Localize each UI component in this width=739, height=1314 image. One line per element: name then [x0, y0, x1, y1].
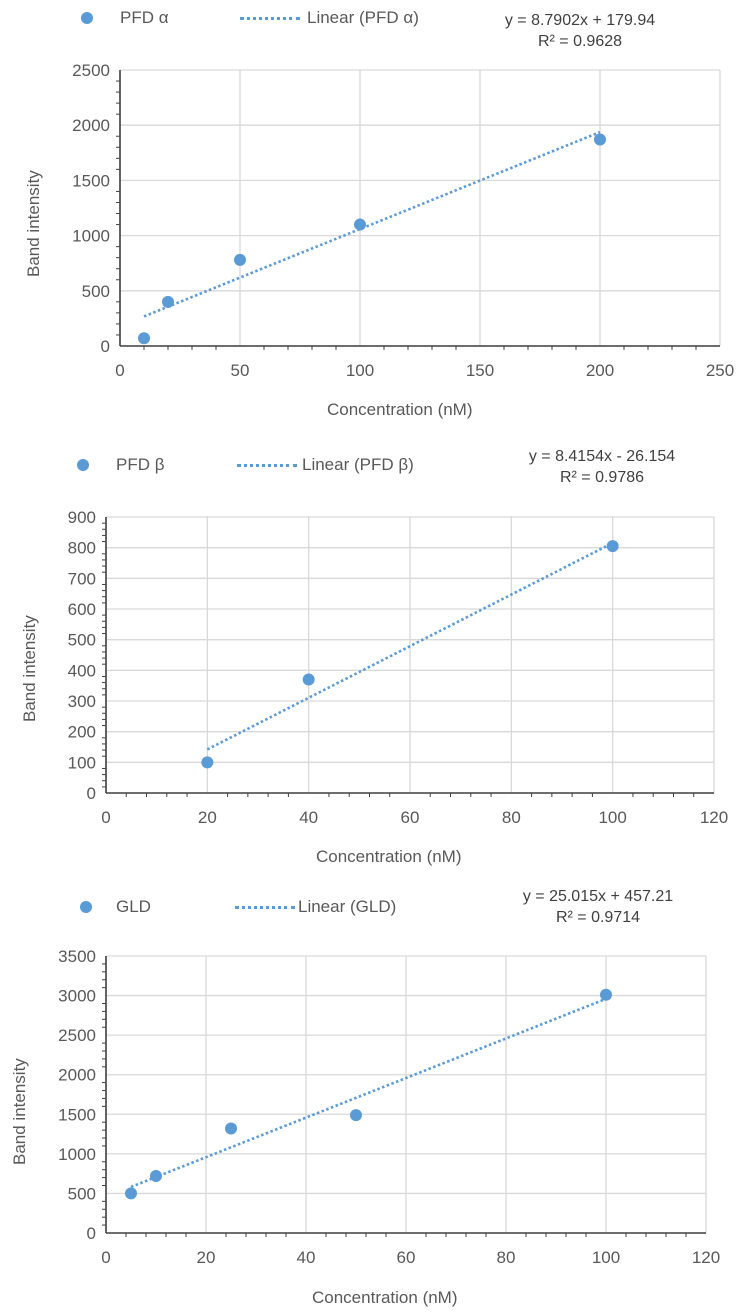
- y-tick-label: 500: [68, 631, 96, 650]
- x-tick-label: 100: [346, 361, 374, 380]
- chart-panel-pfd-beta: PFD β Linear (PFD β) y = 8.4154x - 26.15…: [0, 430, 739, 870]
- x-tick-label: 100: [598, 808, 626, 827]
- y-tick-label: 800: [68, 539, 96, 558]
- legend-trendline-marker: [240, 17, 300, 20]
- x-tick-label: 60: [397, 1248, 416, 1267]
- legend-trendline-marker: [235, 906, 295, 909]
- r-squared-text: R² = 0.9714: [555, 909, 641, 926]
- x-axis-title: Concentration (nM): [312, 1288, 458, 1307]
- scatter-plot: 0 500 1000 1500 2000 2500 0 50 100 150 200 250: [72, 61, 734, 380]
- y-tick-label: 700: [68, 569, 96, 588]
- trendline: [130, 997, 607, 1189]
- trendline-equation: y = 8.4154x - 26.154 R² = 0.9786: [502, 446, 702, 488]
- y-tick-label: 3500: [58, 947, 96, 966]
- y-axis-title: Band intensity: [20, 615, 39, 722]
- x-tick-label: 150: [466, 361, 494, 380]
- x-tick-label: 20: [198, 808, 217, 827]
- x-tick-label: 40: [299, 808, 318, 827]
- data-point: [225, 1122, 237, 1135]
- y-tick-label: 0: [87, 1224, 96, 1243]
- scatter-plot: 0 500 1000 1500 2000 2500 3000 3500 0 20 40 60 80 100…: [58, 947, 720, 1267]
- scatter-plot: 0 100 200 300 400 500 600 700 800 900 0 20 40 60 80 100…: [68, 508, 729, 827]
- y-tick-label: 1500: [58, 1105, 96, 1124]
- data-point: [162, 295, 174, 308]
- legend-marker-pfd-beta: [77, 459, 89, 471]
- x-axis-title: Concentration (nM): [316, 847, 462, 866]
- y-tick-label: 2500: [72, 61, 110, 80]
- x-axis-title: Concentration (nM): [327, 400, 473, 419]
- y-tick-label: 2000: [72, 116, 110, 135]
- x-tick-label: 50: [231, 361, 250, 380]
- data-point: [594, 133, 606, 146]
- chart-panel-gld: GLD Linear (GLD) y = 25.015x + 457.21 R²…: [0, 870, 739, 1314]
- y-axis-title: Band intensity: [24, 170, 43, 277]
- y-tick-label: 1500: [72, 171, 110, 190]
- data-point: [302, 673, 315, 686]
- y-tick-label: 500: [68, 1184, 96, 1203]
- y-tick-label: 0: [87, 784, 96, 803]
- x-tick-label: 0: [101, 1248, 110, 1267]
- y-tick-label: 400: [68, 661, 96, 680]
- chart-panel-pfd-alpha: PFD α Linear (PFD α) y = 8.7902x + 179.9…: [0, 0, 739, 430]
- equation-text: y = 25.015x + 457.21: [522, 888, 674, 905]
- y-tick-label: 1000: [58, 1145, 96, 1164]
- x-tick-label: 120: [700, 808, 728, 827]
- legend-label-trendline: Linear (PFD β): [302, 455, 414, 474]
- legend-marker-gld: [80, 901, 92, 913]
- data-point: [125, 1187, 137, 1200]
- data-point: [350, 1109, 362, 1122]
- x-tick-label: 80: [502, 808, 521, 827]
- x-tick-label: 250: [706, 361, 734, 380]
- y-tick-label: 3000: [58, 987, 96, 1006]
- data-point: [354, 218, 366, 231]
- trendline: [143, 130, 601, 318]
- legend-label-trendline: Linear (GLD): [298, 897, 397, 916]
- y-tick-label: 2000: [58, 1066, 96, 1085]
- r-squared-text: R² = 0.9786: [559, 469, 645, 486]
- x-tick-label: 0: [115, 361, 124, 380]
- y-tick-label: 0: [101, 337, 110, 356]
- legend-marker-pfd-alpha: [81, 12, 93, 24]
- x-tick-label: 80: [497, 1248, 516, 1267]
- trendline-equation: y = 25.015x + 457.21 R² = 0.9714: [498, 886, 698, 928]
- legend-label-gld: GLD: [116, 897, 151, 916]
- data-point: [201, 756, 214, 769]
- legend-trendline-marker: [237, 464, 297, 467]
- legend-label-trendline: Linear (PFD α): [307, 8, 419, 27]
- x-tick-label: 200: [586, 361, 614, 380]
- data-point: [138, 332, 150, 345]
- y-tick-label: 500: [82, 282, 110, 301]
- x-tick-label: 120: [692, 1248, 720, 1267]
- x-tick-label: 20: [197, 1248, 216, 1267]
- y-tick-label: 300: [68, 692, 96, 711]
- y-tick-label: 900: [68, 508, 96, 527]
- trendline-equation: y = 8.7902x + 179.94 R² = 0.9628: [480, 10, 680, 52]
- x-tick-label: 100: [592, 1248, 620, 1267]
- trendline: [206, 541, 614, 751]
- data-point: [600, 988, 612, 1001]
- data-point: [150, 1170, 162, 1183]
- y-axis-title: Band intensity: [10, 1058, 29, 1165]
- y-tick-label: 600: [68, 600, 96, 619]
- y-tick-label: 1000: [72, 227, 110, 246]
- x-tick-label: 0: [101, 808, 110, 827]
- x-tick-label: 40: [297, 1248, 316, 1267]
- legend-label-pfd-alpha: PFD α: [120, 8, 169, 27]
- r-squared-text: R² = 0.9628: [537, 33, 623, 50]
- y-tick-label: 200: [68, 723, 96, 742]
- data-point: [606, 540, 619, 553]
- y-tick-label: 2500: [58, 1026, 96, 1045]
- y-tick-label: 100: [68, 753, 96, 772]
- x-tick-label: 60: [401, 808, 420, 827]
- legend-label-pfd-beta: PFD β: [116, 455, 165, 474]
- data-point: [234, 253, 246, 266]
- equation-text: y = 8.7902x + 179.94: [504, 12, 656, 29]
- equation-text: y = 8.4154x - 26.154: [528, 448, 676, 465]
